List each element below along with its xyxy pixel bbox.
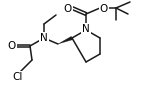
- Polygon shape: [58, 36, 73, 44]
- Text: O: O: [100, 4, 108, 14]
- Text: O: O: [8, 41, 16, 51]
- Text: N: N: [40, 33, 48, 43]
- Text: N: N: [82, 24, 90, 34]
- Text: O: O: [64, 4, 72, 14]
- Text: Cl: Cl: [13, 72, 23, 82]
